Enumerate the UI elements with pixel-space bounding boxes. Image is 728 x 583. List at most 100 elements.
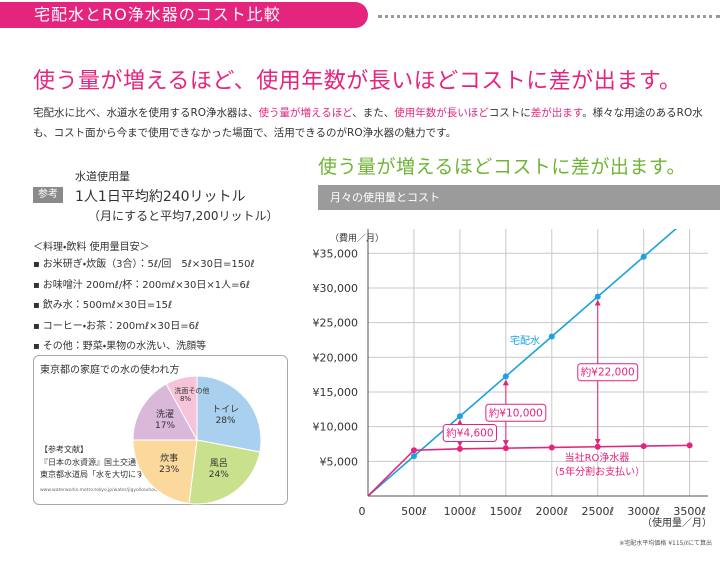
y-tick-label: ¥25,000 — [313, 317, 359, 330]
y-tick-label: ¥20,000 — [313, 351, 359, 364]
source-line: 【参考文献】 — [40, 445, 88, 454]
series-marker — [502, 445, 509, 452]
x-tick-label: 1500ℓ — [490, 505, 523, 518]
x-axis-label: （使用量／月） — [642, 516, 712, 529]
x-tick-label: 3500ℓ — [673, 505, 706, 518]
list-title: ＜料理・飲料 使用量目安＞ — [33, 242, 150, 253]
pie-slice — [132, 383, 198, 441]
y-tick-label: ¥30,000 — [313, 282, 359, 295]
usage-item: コーヒー・お茶：200mℓ×30日=6ℓ — [33, 317, 255, 338]
intro-segment: コストに — [488, 107, 531, 119]
x-tick-label: 500ℓ — [401, 505, 427, 518]
series-marker — [548, 444, 555, 451]
pie-value-label: 24% — [208, 470, 229, 481]
pie-category: 炊事 — [160, 453, 179, 464]
annotation-box — [577, 363, 639, 382]
pie-category: 洗濯 — [156, 410, 175, 421]
source-url: www.waterworks.metro.tokyo.jp/water/jigy… — [40, 488, 182, 493]
chart-title: 使う量が増えるほどコストに差が出ます。 — [318, 156, 687, 178]
intro: 宅配水に比べ、水道水を使用するRO浄水器は、使う量が増えるほど、また、使用年数が… — [33, 103, 713, 143]
pie-panel — [33, 355, 288, 505]
pie-label: 洗面その他 8% — [174, 387, 210, 404]
pie-slice — [196, 375, 262, 453]
section-title: 宅配水とRO浄水器のコスト比較 — [0, 2, 368, 28]
usage-item: 飲み水：500mℓ×30日=15ℓ — [33, 296, 255, 317]
series-marker — [410, 447, 417, 454]
usage-item: お味噌汁 200mℓ/杯：200mℓ×30日×1人=6ℓ — [33, 276, 255, 297]
series-marker — [548, 333, 555, 340]
series-marker — [686, 442, 693, 449]
pie-value-label: 17% — [155, 421, 176, 432]
series-marker — [594, 293, 601, 300]
series-marker — [594, 443, 601, 450]
pie-value-label: 8% — [179, 395, 192, 404]
series-note: （5年分割お支払い） — [549, 465, 645, 478]
y-tick-label: ¥15,000 — [313, 386, 359, 399]
y-tick-label: ¥5,000 — [320, 455, 359, 468]
x-tick-label: 0 — [359, 505, 366, 518]
usage-item: その他：野菜・果物の水洗い、洗顔等 — [33, 337, 255, 358]
series-marker — [456, 445, 463, 452]
pie-slice — [165, 375, 198, 441]
pie-category: 風呂 — [209, 459, 228, 470]
sources: 【参考文献】『日本の水資源』国土交通省東京都水道局「水を大切にする習慣」 — [40, 444, 176, 482]
chart-subtitle: 月々の使用量とコスト — [318, 185, 720, 210]
usage-item: お米研ぎ・炊飯（3合）：5ℓ/回 5ℓ×30日=150ℓ — [33, 255, 255, 276]
series-marker — [640, 443, 647, 450]
usage-list: お米研ぎ・炊飯（3合）：5ℓ/回 5ℓ×30日=150ℓお味噌汁 200mℓ/杯… — [33, 255, 255, 358]
intro-segment: 、また、 — [352, 107, 395, 119]
series-marker — [640, 253, 647, 260]
pie-title: 東京都の家庭での水の使われ方 — [40, 365, 180, 376]
intro-segment: 使用年数が長いほど — [394, 107, 489, 119]
x-tick-label: 3000ℓ — [627, 505, 660, 518]
pie-label: 洗濯 17% — [155, 410, 175, 432]
dotted-rule — [378, 15, 720, 18]
pie-label: トイレ 28% — [212, 405, 239, 427]
y-axis-label: （費用／月） — [330, 232, 384, 244]
annotation-text: 約¥4,600 — [446, 427, 493, 440]
pie-slice — [132, 439, 198, 505]
annotation-box — [485, 403, 547, 422]
annotation-box — [442, 424, 498, 443]
ref-badge: 参考 — [33, 187, 63, 203]
intro-segment: 宅配水に比べ、水道水を使用するRO浄水器は、 — [33, 107, 259, 119]
annotation: 約¥22,000 — [577, 363, 639, 382]
pie-chart — [132, 375, 262, 505]
x-tick-label: 1000ℓ — [444, 505, 477, 518]
pie-category: 洗面その他 — [174, 387, 210, 396]
pie-label: 風呂 24% — [209, 459, 229, 481]
annotation: 約¥4,600 — [442, 424, 498, 443]
pie-category: トイレ — [212, 405, 240, 416]
ref-main: 1人1日平均約240リットル — [75, 189, 246, 205]
source-line: 『日本の水資源』国土交通省 — [40, 457, 144, 467]
annotation-text: 約¥22,000 — [581, 366, 635, 379]
pie-labels: トイレ 28% 風呂 24% 炊事 23% 洗濯 17% 洗面その他 8% — [130, 373, 264, 507]
series-marker — [410, 453, 417, 460]
pie-value-label: 28% — [215, 416, 236, 427]
x-tick-label: 2500ℓ — [581, 505, 614, 518]
pie-value-label: 23% — [159, 464, 180, 475]
y-tick-label: ¥35,000 — [313, 247, 359, 260]
annotation-text: 約¥10,000 — [489, 406, 543, 419]
headline: 使う量が増えるほど、使用年数が長いほどコストに差が出ます。 — [33, 69, 682, 94]
pie-label: 炊事 23% — [159, 454, 179, 476]
intro-segment: 差が出ます — [530, 107, 583, 119]
y-tick-label: ¥10,000 — [313, 421, 359, 434]
series-label: 当社RO浄水器 — [565, 451, 630, 464]
x-tick-label: 2000ℓ — [536, 505, 569, 518]
source-line: 東京都水道局「水を大切にする習慣」 — [40, 470, 177, 479]
intro-segment: 。様々な用途のあるRO水も、コスト面から今まで使用できなかった場面で、活用できる… — [33, 107, 703, 139]
pie-slice — [188, 439, 261, 505]
ref-label: 水道使用量 — [75, 170, 130, 183]
series-label: 宅配水 — [510, 335, 540, 347]
note: ※宅配水平均価格 ¥115/ℓにて算出 — [619, 539, 712, 547]
intro-segment: 使う量が増えるほど — [258, 107, 353, 119]
annotation: 約¥10,000 — [485, 403, 547, 422]
series-line — [368, 444, 690, 496]
ref-sub: （月にすると平均7,200リットル） — [88, 209, 279, 223]
series-marker — [502, 373, 509, 380]
series-marker — [456, 413, 463, 420]
series-line — [368, 229, 677, 496]
